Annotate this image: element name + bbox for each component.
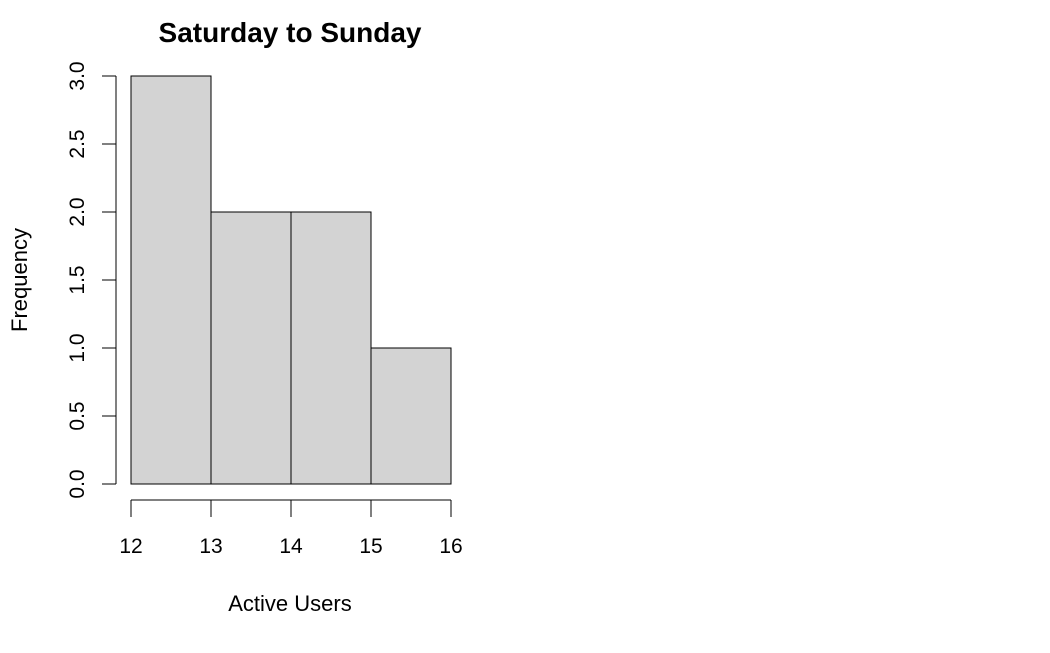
x-tick-label: 16 bbox=[439, 535, 462, 558]
x-tick-label: 14 bbox=[279, 535, 303, 558]
histogram-bar-1 bbox=[130, 75, 212, 485]
y-tick-label: 0.5 bbox=[66, 401, 89, 430]
histogram-bar-3 bbox=[290, 211, 372, 485]
y-tick-label: 1.0 bbox=[66, 333, 89, 362]
bars-group bbox=[130, 75, 452, 485]
x-tick-label: 13 bbox=[199, 535, 222, 558]
histogram-bar-4 bbox=[370, 347, 452, 485]
x-axis: 12 13 14 15 16 bbox=[119, 499, 463, 558]
y-tick-label: 1.5 bbox=[66, 265, 89, 294]
y-tick-label: 2.5 bbox=[66, 129, 89, 158]
y-tick-label: 2.0 bbox=[66, 197, 89, 226]
y-tick-label: 0.0 bbox=[66, 469, 89, 498]
y-axis: 0.0 0.5 1.0 1.5 2.0 2.5 3.0 bbox=[66, 61, 117, 499]
x-axis-label: Active Users bbox=[228, 591, 351, 616]
y-tick-label: 3.0 bbox=[66, 61, 89, 90]
y-axis-label: Frequency bbox=[7, 228, 32, 332]
histogram-bar-2 bbox=[210, 211, 292, 485]
x-tick-label: 15 bbox=[359, 535, 382, 558]
chart-title: Saturday to Sunday bbox=[159, 17, 422, 48]
x-tick-label: 12 bbox=[119, 535, 142, 558]
